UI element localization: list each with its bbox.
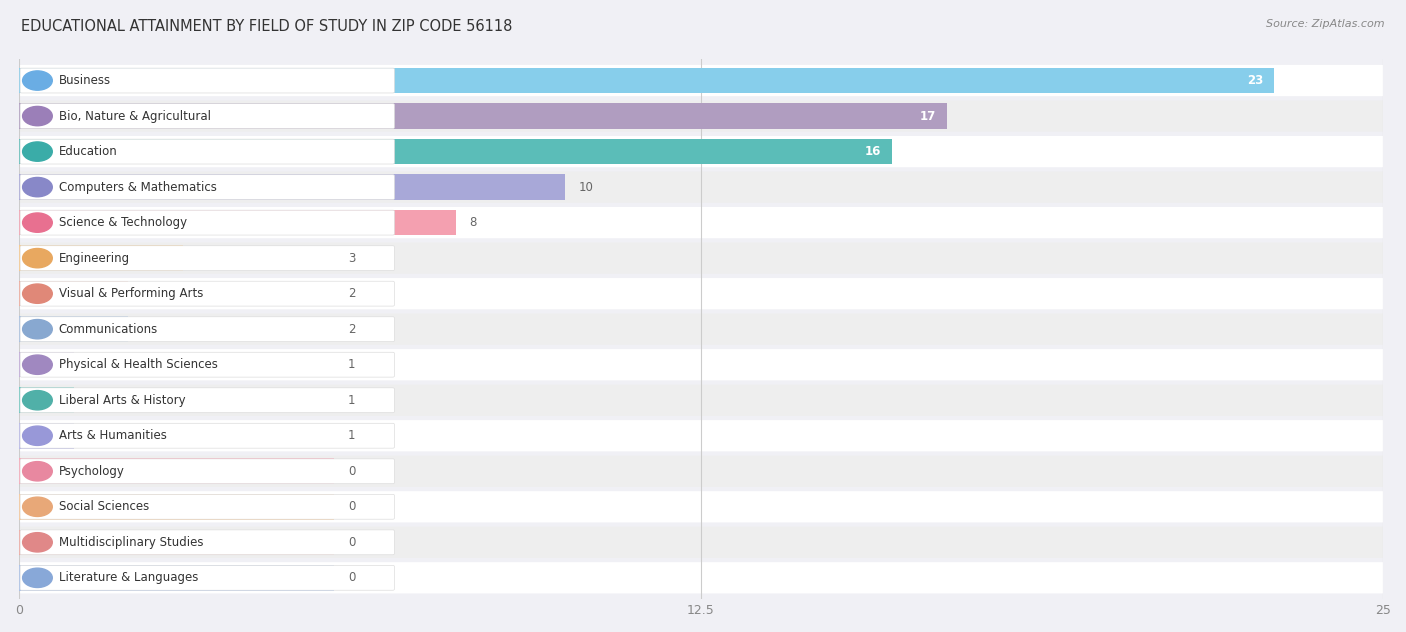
Text: Psychology: Psychology xyxy=(59,465,125,478)
FancyBboxPatch shape xyxy=(20,207,1384,238)
Text: Bio, Nature & Agricultural: Bio, Nature & Agricultural xyxy=(59,109,211,123)
FancyBboxPatch shape xyxy=(20,349,1384,380)
FancyBboxPatch shape xyxy=(20,491,1384,523)
Bar xyxy=(20,352,73,377)
Bar xyxy=(20,423,73,449)
Bar xyxy=(20,245,183,271)
Bar xyxy=(20,103,946,129)
Text: 1: 1 xyxy=(349,429,356,442)
Text: EDUCATIONAL ATTAINMENT BY FIELD OF STUDY IN ZIP CODE 56118: EDUCATIONAL ATTAINMENT BY FIELD OF STUDY… xyxy=(21,19,512,34)
FancyBboxPatch shape xyxy=(20,459,395,483)
Bar xyxy=(20,68,1274,94)
FancyBboxPatch shape xyxy=(20,526,1384,558)
FancyBboxPatch shape xyxy=(20,562,1384,593)
FancyBboxPatch shape xyxy=(20,566,395,590)
Text: Education: Education xyxy=(59,145,117,158)
Text: Social Sciences: Social Sciences xyxy=(59,501,149,513)
FancyBboxPatch shape xyxy=(20,494,395,520)
Bar xyxy=(20,139,891,164)
FancyBboxPatch shape xyxy=(20,136,1384,167)
Bar xyxy=(20,281,128,307)
FancyBboxPatch shape xyxy=(20,530,395,555)
Text: 2: 2 xyxy=(349,323,356,336)
Circle shape xyxy=(22,178,52,197)
Text: Liberal Arts & History: Liberal Arts & History xyxy=(59,394,186,407)
Text: 3: 3 xyxy=(349,252,356,265)
Circle shape xyxy=(22,533,52,552)
Text: Literature & Languages: Literature & Languages xyxy=(59,571,198,585)
Text: Engineering: Engineering xyxy=(59,252,129,265)
Bar xyxy=(20,387,73,413)
Text: 0: 0 xyxy=(349,571,356,585)
Text: Source: ZipAtlas.com: Source: ZipAtlas.com xyxy=(1267,19,1385,29)
Circle shape xyxy=(22,248,52,268)
Circle shape xyxy=(22,320,52,339)
Text: Communications: Communications xyxy=(59,323,157,336)
Text: Business: Business xyxy=(59,74,111,87)
Circle shape xyxy=(22,355,52,374)
FancyBboxPatch shape xyxy=(20,420,1384,451)
Text: 1: 1 xyxy=(349,394,356,407)
Bar xyxy=(20,458,335,484)
FancyBboxPatch shape xyxy=(20,210,395,235)
Text: Physical & Health Sciences: Physical & Health Sciences xyxy=(59,358,218,371)
FancyBboxPatch shape xyxy=(20,278,1384,309)
Text: Computers & Mathematics: Computers & Mathematics xyxy=(59,181,217,193)
FancyBboxPatch shape xyxy=(20,246,395,270)
Text: 2: 2 xyxy=(349,287,356,300)
Text: 10: 10 xyxy=(578,181,593,193)
Text: Visual & Performing Arts: Visual & Performing Arts xyxy=(59,287,202,300)
Circle shape xyxy=(22,213,52,233)
FancyBboxPatch shape xyxy=(20,65,1384,96)
Bar xyxy=(20,494,335,520)
FancyBboxPatch shape xyxy=(20,104,395,128)
Circle shape xyxy=(22,497,52,516)
FancyBboxPatch shape xyxy=(20,313,1384,345)
Circle shape xyxy=(22,391,52,410)
Circle shape xyxy=(22,71,52,90)
Circle shape xyxy=(22,568,52,588)
FancyBboxPatch shape xyxy=(20,139,395,164)
Circle shape xyxy=(22,106,52,126)
FancyBboxPatch shape xyxy=(20,352,395,377)
Text: 17: 17 xyxy=(920,109,935,123)
FancyBboxPatch shape xyxy=(20,456,1384,487)
Bar xyxy=(20,565,335,591)
FancyBboxPatch shape xyxy=(20,423,395,448)
Circle shape xyxy=(22,461,52,481)
Text: 8: 8 xyxy=(470,216,477,229)
Text: 0: 0 xyxy=(349,465,356,478)
Circle shape xyxy=(22,142,52,161)
Text: Arts & Humanities: Arts & Humanities xyxy=(59,429,166,442)
FancyBboxPatch shape xyxy=(20,281,395,306)
FancyBboxPatch shape xyxy=(20,171,1384,203)
Text: 0: 0 xyxy=(349,536,356,549)
FancyBboxPatch shape xyxy=(20,100,1384,131)
FancyBboxPatch shape xyxy=(20,388,395,413)
Circle shape xyxy=(22,426,52,446)
FancyBboxPatch shape xyxy=(20,385,1384,416)
Bar xyxy=(20,210,456,235)
FancyBboxPatch shape xyxy=(20,174,395,200)
Bar xyxy=(20,174,565,200)
FancyBboxPatch shape xyxy=(20,68,395,93)
FancyBboxPatch shape xyxy=(20,317,395,342)
Text: Multidisciplinary Studies: Multidisciplinary Studies xyxy=(59,536,202,549)
Text: Science & Technology: Science & Technology xyxy=(59,216,187,229)
FancyBboxPatch shape xyxy=(20,243,1384,274)
Bar xyxy=(20,317,128,342)
Text: 0: 0 xyxy=(349,501,356,513)
Circle shape xyxy=(22,284,52,303)
Text: 16: 16 xyxy=(865,145,882,158)
Bar xyxy=(20,530,335,555)
Text: 23: 23 xyxy=(1247,74,1263,87)
Text: 1: 1 xyxy=(349,358,356,371)
